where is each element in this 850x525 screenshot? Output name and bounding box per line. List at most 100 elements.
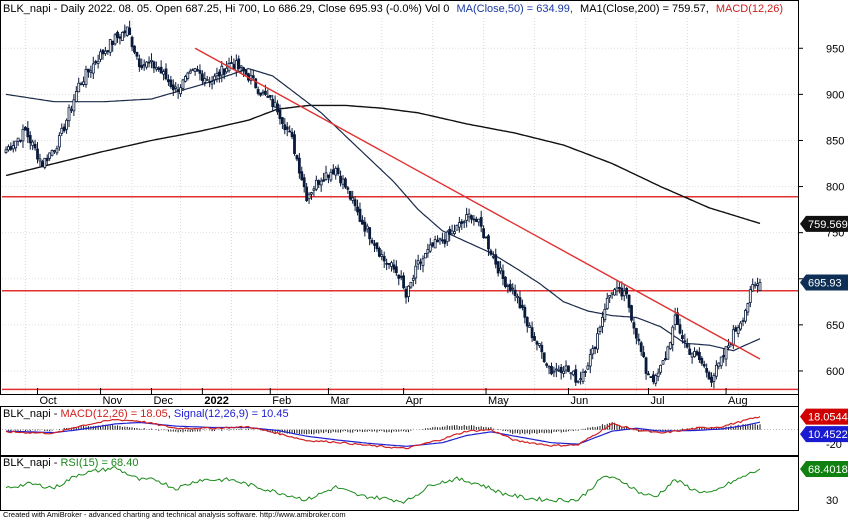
- candle-body: [453, 231, 456, 234]
- candle-body: [426, 249, 430, 254]
- candle-body: [564, 365, 568, 371]
- candle-body: [438, 237, 442, 241]
- rsi-value-badge: 68.4018: [800, 460, 848, 477]
- candle-body: [196, 69, 199, 72]
- candle-body: [70, 108, 73, 111]
- candle-body: [714, 364, 718, 377]
- candle-body: [477, 218, 481, 223]
- candle-body: [339, 175, 342, 184]
- candle-body: [305, 186, 309, 202]
- ma200-title: MA1(Close,200) = 759.57,: [580, 3, 709, 15]
- candle-body: [16, 137, 20, 142]
- candle-body: [523, 306, 527, 318]
- x-tick-label: Apr: [406, 395, 423, 407]
- y-tick-label: 600: [826, 366, 844, 378]
- candle-body: [547, 366, 551, 369]
- candle-body: [700, 357, 704, 364]
- candle-body: [407, 285, 410, 298]
- candle-body: [448, 228, 452, 235]
- macd-title: MACD(12,26): [716, 3, 783, 15]
- candle-body: [649, 376, 653, 378]
- macd-value-badge: 18.0544: [800, 408, 848, 425]
- candle-body: [312, 188, 316, 191]
- x-tick-label: Mar: [330, 395, 349, 407]
- candle-body: [387, 263, 391, 265]
- candle-body: [460, 221, 464, 224]
- candle-body: [552, 370, 556, 373]
- ma50-overlay: [5, 67, 761, 352]
- candle-body: [99, 51, 102, 60]
- candle-body: [642, 352, 646, 357]
- candle-body: [171, 84, 175, 91]
- macd-value-badge-shape: [800, 408, 848, 425]
- ma200-overlay: [5, 104, 761, 225]
- ma50-title: MA(Close,50) = 634.99,: [456, 3, 572, 15]
- candle-body: [736, 327, 740, 335]
- candle-body: [535, 341, 539, 345]
- candle-body: [630, 305, 633, 321]
- candle-body: [610, 292, 614, 295]
- candle-body: [550, 365, 553, 375]
- candle-body: [530, 327, 534, 339]
- candle-body: [213, 75, 216, 81]
- x-tick-label: 2022: [204, 395, 228, 407]
- candle-body: [348, 190, 352, 200]
- candle-body: [746, 303, 750, 313]
- candle-body: [598, 326, 602, 332]
- candle-body: [584, 371, 587, 373]
- y-tick-label: 900: [826, 89, 844, 101]
- candle-body: [208, 81, 212, 83]
- candle-body: [586, 365, 590, 370]
- candle-body: [744, 309, 747, 322]
- candle-body: [613, 289, 616, 296]
- candle-body: [472, 218, 476, 221]
- candle-body: [254, 78, 258, 89]
- candle-body: [72, 99, 76, 112]
- candle-body: [508, 283, 512, 291]
- candle-body: [271, 98, 275, 107]
- candle-body: [116, 31, 119, 38]
- candle-body: [678, 324, 682, 334]
- candle-body: [528, 325, 532, 328]
- candle-body: [465, 214, 469, 221]
- candle-body: [57, 135, 61, 148]
- candle-body: [217, 71, 221, 77]
- candle-body: [152, 61, 156, 69]
- candle-body: [373, 243, 376, 246]
- candle-body: [157, 67, 161, 71]
- candle-body: [135, 51, 139, 57]
- macd-pane-title: BLK_napi - MACD(12,26) = 18.05, Signal(1…: [3, 408, 289, 420]
- candle-body: [695, 351, 699, 356]
- rsi-pane: [5, 466, 761, 504]
- rsi-pane-label: RSI(15) = 68.40: [60, 457, 138, 469]
- macd-pane-sep: ,: [168, 408, 174, 420]
- candle-body: [365, 225, 369, 230]
- candle-body: [591, 348, 595, 355]
- candle-body: [470, 215, 473, 220]
- candle-body: [697, 352, 701, 360]
- candle-body: [324, 172, 328, 180]
- candle-body: [96, 60, 100, 64]
- candle-body: [203, 78, 207, 83]
- candle-body: [608, 295, 612, 298]
- candle-body: [537, 343, 541, 346]
- candle-body: [482, 228, 486, 239]
- candle-body: [419, 261, 422, 264]
- candle-body: [174, 86, 178, 89]
- candle-body: [150, 59, 153, 63]
- candle-body: [710, 376, 713, 383]
- candle-body: [300, 171, 304, 181]
- candle-body: [576, 380, 580, 383]
- candle-body: [55, 148, 59, 154]
- candle-body: [724, 346, 728, 360]
- candle-body: [705, 368, 709, 373]
- candle-body: [261, 91, 265, 94]
- candle-body: [314, 179, 318, 190]
- candle-body: [162, 71, 165, 75]
- macd-pane-signal-label: Signal(12,26,9) = 10.45: [174, 408, 289, 420]
- candle-body: [283, 124, 287, 131]
- candle-body: [167, 79, 170, 83]
- candle-body: [394, 266, 398, 274]
- candle-body: [331, 169, 335, 175]
